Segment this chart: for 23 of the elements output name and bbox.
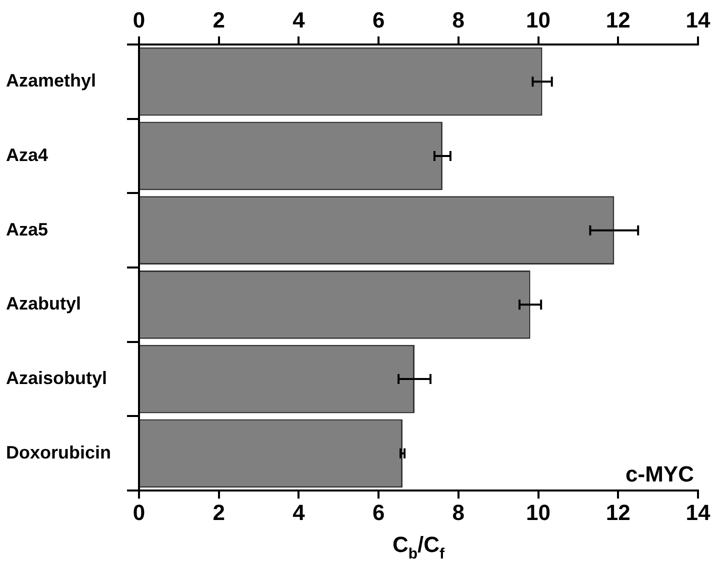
y-tick-label: Azaisobutyl <box>6 368 108 388</box>
x-tick-label: 12 <box>606 500 630 525</box>
x-tick-label: 6 <box>372 500 385 525</box>
x2-tick-label: 0 <box>132 7 146 32</box>
x2-tick-label: 4 <box>292 7 306 32</box>
x-tick-label: 0 <box>132 500 146 525</box>
y-tick-label: Doxorubicin <box>6 442 112 462</box>
x-tick-label: 8 <box>452 500 465 525</box>
x2-tick-label: 14 <box>686 7 711 32</box>
y-tick-label: Azabutyl <box>6 294 82 314</box>
x2-tick-label: 12 <box>606 7 630 32</box>
x2-tick-label: 8 <box>452 7 465 32</box>
annotation: c-MYC <box>626 462 694 487</box>
x2-tick-label: 6 <box>372 7 385 32</box>
x-tick-label: 4 <box>292 500 306 525</box>
x-tick-label: 10 <box>526 500 551 525</box>
x2-tick-label: 2 <box>212 7 225 32</box>
x-tick-label: 2 <box>212 500 225 525</box>
y-tick-label: Aza4 <box>6 144 48 165</box>
x2-tick-label: 10 <box>526 7 551 32</box>
y-tick-label: Aza5 <box>6 219 48 240</box>
x-tick-label: 14 <box>686 500 711 525</box>
y-tick-label: Azamethyl <box>6 70 96 91</box>
